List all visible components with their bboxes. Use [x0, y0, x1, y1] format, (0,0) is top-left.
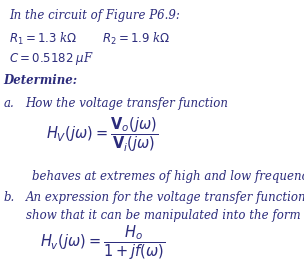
Text: In the circuit of Figure P6.9:: In the circuit of Figure P6.9:	[9, 10, 180, 22]
Text: $H_V(j\omega) = \dfrac{\mathbf{V}_o(j\omega)}{\mathbf{V}_i(j\omega)}$: $H_V(j\omega) = \dfrac{\mathbf{V}_o(j\om…	[47, 116, 158, 155]
Text: $R_2 = 1.9$ k$\Omega$: $R_2 = 1.9$ k$\Omega$	[102, 31, 171, 47]
Text: How the voltage transfer function: How the voltage transfer function	[26, 97, 229, 110]
Text: $R_1 = 1.3$ k$\Omega$: $R_1 = 1.3$ k$\Omega$	[9, 31, 78, 47]
Text: Determine:: Determine:	[3, 74, 78, 87]
Text: $H_v(j\omega) = \dfrac{H_o}{1 + jf(\omega)}$: $H_v(j\omega) = \dfrac{H_o}{1 + jf(\omeg…	[40, 224, 165, 262]
Text: An expression for the voltage transfer function and
show that it can be manipula: An expression for the voltage transfer f…	[26, 191, 304, 222]
Text: $C = 0.5182\;\mu$F: $C = 0.5182\;\mu$F	[9, 50, 94, 67]
Text: behaves at extremes of high and low frequencies.: behaves at extremes of high and low freq…	[32, 170, 304, 183]
Text: a.: a.	[3, 97, 14, 110]
Text: b.: b.	[3, 191, 15, 204]
